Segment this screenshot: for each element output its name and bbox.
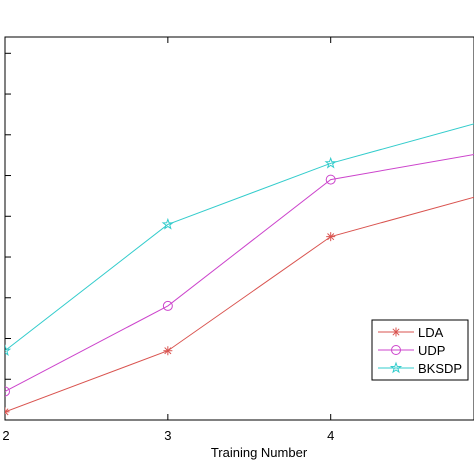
x-tick-label: 4 xyxy=(327,428,334,443)
series-line-bksdp xyxy=(5,123,474,352)
legend-label-bksdp: BKSDP xyxy=(418,361,462,376)
point-udp xyxy=(5,386,10,397)
point-bksdp xyxy=(5,344,12,356)
series-layer xyxy=(5,123,474,417)
x-axis-label: Training Number xyxy=(211,445,308,460)
legend-item-bksdp: BKSDP xyxy=(378,361,462,376)
legend: LDA UDP BKSDP xyxy=(371,319,469,381)
legend-marker-udp xyxy=(391,345,401,355)
legend-marker-bksdp xyxy=(389,361,403,374)
point-lda xyxy=(326,232,336,242)
point-bksdp xyxy=(161,217,175,230)
legend-marker-lda xyxy=(391,327,401,337)
legend-item-udp: UDP xyxy=(378,343,445,358)
x-tick-label: 3 xyxy=(164,428,171,443)
legend-label-udp: UDP xyxy=(418,343,445,358)
tick-layer: 2 3 4 xyxy=(2,37,334,443)
series-line-udp xyxy=(5,154,474,392)
plot-frame xyxy=(4,36,474,421)
legend-label-lda: LDA xyxy=(418,325,444,340)
point-udp xyxy=(325,174,336,185)
plot-border xyxy=(4,36,474,421)
legend-item-lda: LDA xyxy=(378,325,444,340)
point-bksdp xyxy=(324,156,337,169)
point-lda xyxy=(5,407,10,417)
series-line-lda xyxy=(5,196,474,413)
x-tick-label: 2 xyxy=(2,428,9,443)
point-lda xyxy=(163,346,173,356)
point-udp xyxy=(162,300,173,311)
